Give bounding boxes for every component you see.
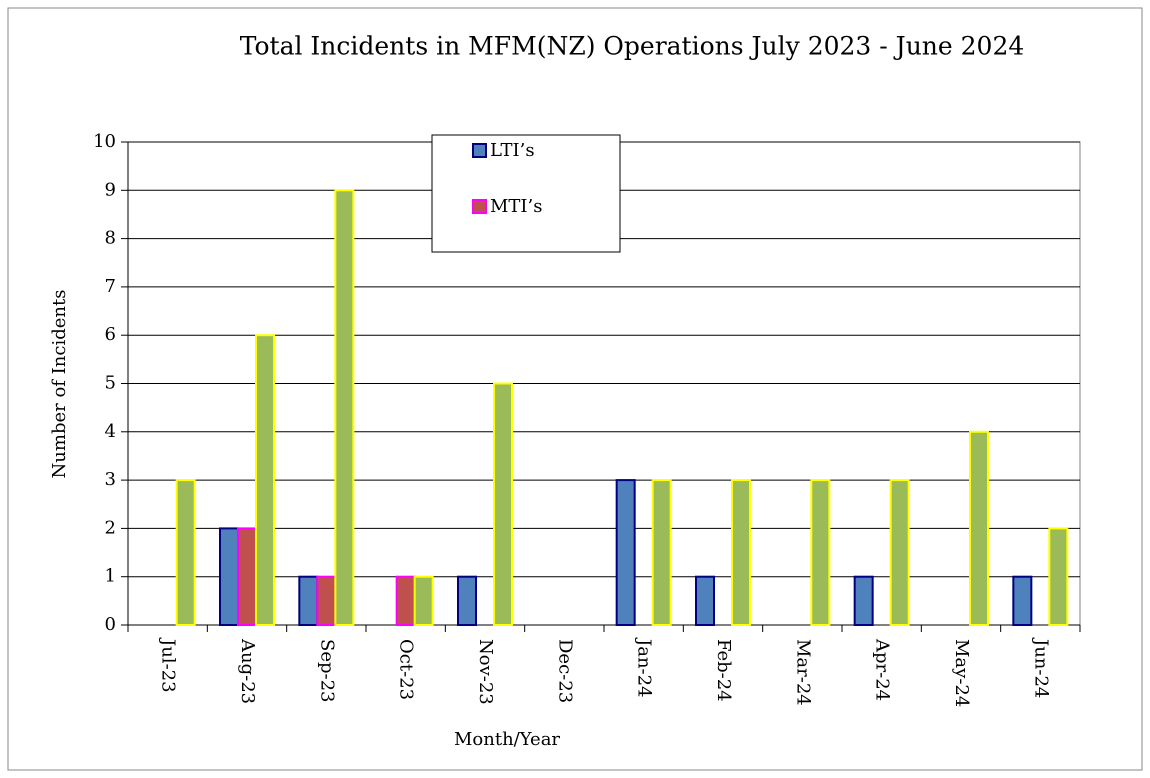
y-tick-label: 2 — [105, 517, 116, 538]
y-tick-label: 1 — [105, 566, 116, 587]
bar — [219, 527, 239, 627]
bar — [395, 575, 416, 627]
bar — [969, 430, 989, 626]
x-tick-label: Sep-23 — [316, 639, 337, 703]
y-tick-label: 7 — [105, 276, 116, 297]
bar — [493, 382, 513, 626]
bar — [237, 527, 257, 627]
bar — [615, 479, 636, 626]
y-tick-label: 4 — [105, 421, 116, 442]
x-tick-label: Apr-24 — [872, 638, 893, 701]
x-tick-label: Feb-24 — [713, 639, 734, 702]
x-tick-label: Oct-23 — [396, 639, 417, 700]
x-tick-label: Dec-23 — [554, 639, 575, 703]
legend-box — [431, 134, 621, 253]
bar — [695, 575, 715, 627]
bar — [889, 479, 910, 626]
legend-swatch — [472, 199, 487, 214]
y-tick-label: 5 — [105, 373, 116, 394]
bar — [457, 575, 477, 627]
bar — [651, 479, 672, 626]
bar — [731, 479, 751, 626]
y-tick-label: 6 — [105, 324, 116, 345]
x-tick-label: Nov-23 — [475, 639, 496, 705]
bar — [853, 575, 874, 627]
bar — [1012, 575, 1033, 627]
bar — [298, 575, 319, 627]
x-tick-label: May-24 — [951, 639, 972, 707]
legend-label: MTI’s — [490, 196, 543, 217]
x-tick-label: Jul-23 — [158, 637, 179, 693]
x-tick-label: Jan-24 — [634, 637, 655, 698]
y-axis-title: Number of Incidents — [49, 290, 70, 479]
y-tick-label: 0 — [105, 614, 116, 635]
y-tick-label: 8 — [105, 228, 116, 249]
legend-label: LTI’s — [490, 140, 535, 161]
bar — [413, 575, 434, 627]
bar — [334, 189, 355, 627]
bar — [255, 334, 275, 626]
x-axis-title: Month/Year — [454, 729, 560, 750]
bar — [810, 479, 831, 626]
y-tick-label: 10 — [93, 131, 116, 152]
bar — [316, 575, 337, 627]
x-tick-label: Jun-24 — [1030, 637, 1051, 698]
x-tick-label: Aug-23 — [237, 638, 258, 704]
chart-title: Total Incidents in MFM(NZ) Operations Ju… — [240, 32, 1025, 61]
bar — [175, 479, 196, 626]
x-tick-label: Mar-24 — [792, 639, 813, 706]
bar — [1048, 527, 1069, 627]
y-tick-label: 9 — [105, 179, 116, 200]
legend-swatch — [472, 143, 487, 158]
y-tick-label: 3 — [105, 469, 116, 490]
